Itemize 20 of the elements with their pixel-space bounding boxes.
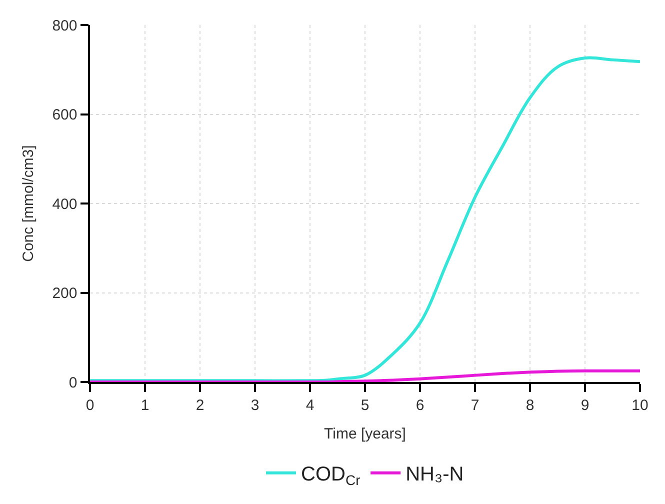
x-tick-label: 1 (140, 396, 150, 414)
x-tick-label: 2 (196, 396, 204, 414)
y-tick-label: 200 (52, 285, 78, 302)
x-tick-label: 6 (416, 396, 424, 414)
x-tick-label: 3 (250, 396, 260, 414)
y-axis-title: Conc [mmol/cm3] (20, 145, 37, 262)
x-tick-label: 7 (470, 396, 480, 414)
y-tick-label: 800 (52, 17, 78, 34)
x-axis-title: Time [years] (324, 425, 406, 442)
legend-label: NH₃-N (406, 464, 464, 486)
x-tick-label: 8 (526, 396, 534, 414)
x-tick-label: 0 (86, 396, 94, 414)
x-tick-label: 10 (632, 396, 648, 414)
x-tick-label: 4 (306, 396, 314, 414)
y-tick-label: 600 (52, 106, 78, 124)
x-tick-label: 9 (580, 396, 590, 414)
legend-label: COD$_{Cr}$ (301, 464, 361, 488)
y-tick-label: 0 (68, 374, 78, 392)
y-tick-label: 400 (52, 196, 78, 213)
x-tick-label: 5 (360, 396, 370, 414)
